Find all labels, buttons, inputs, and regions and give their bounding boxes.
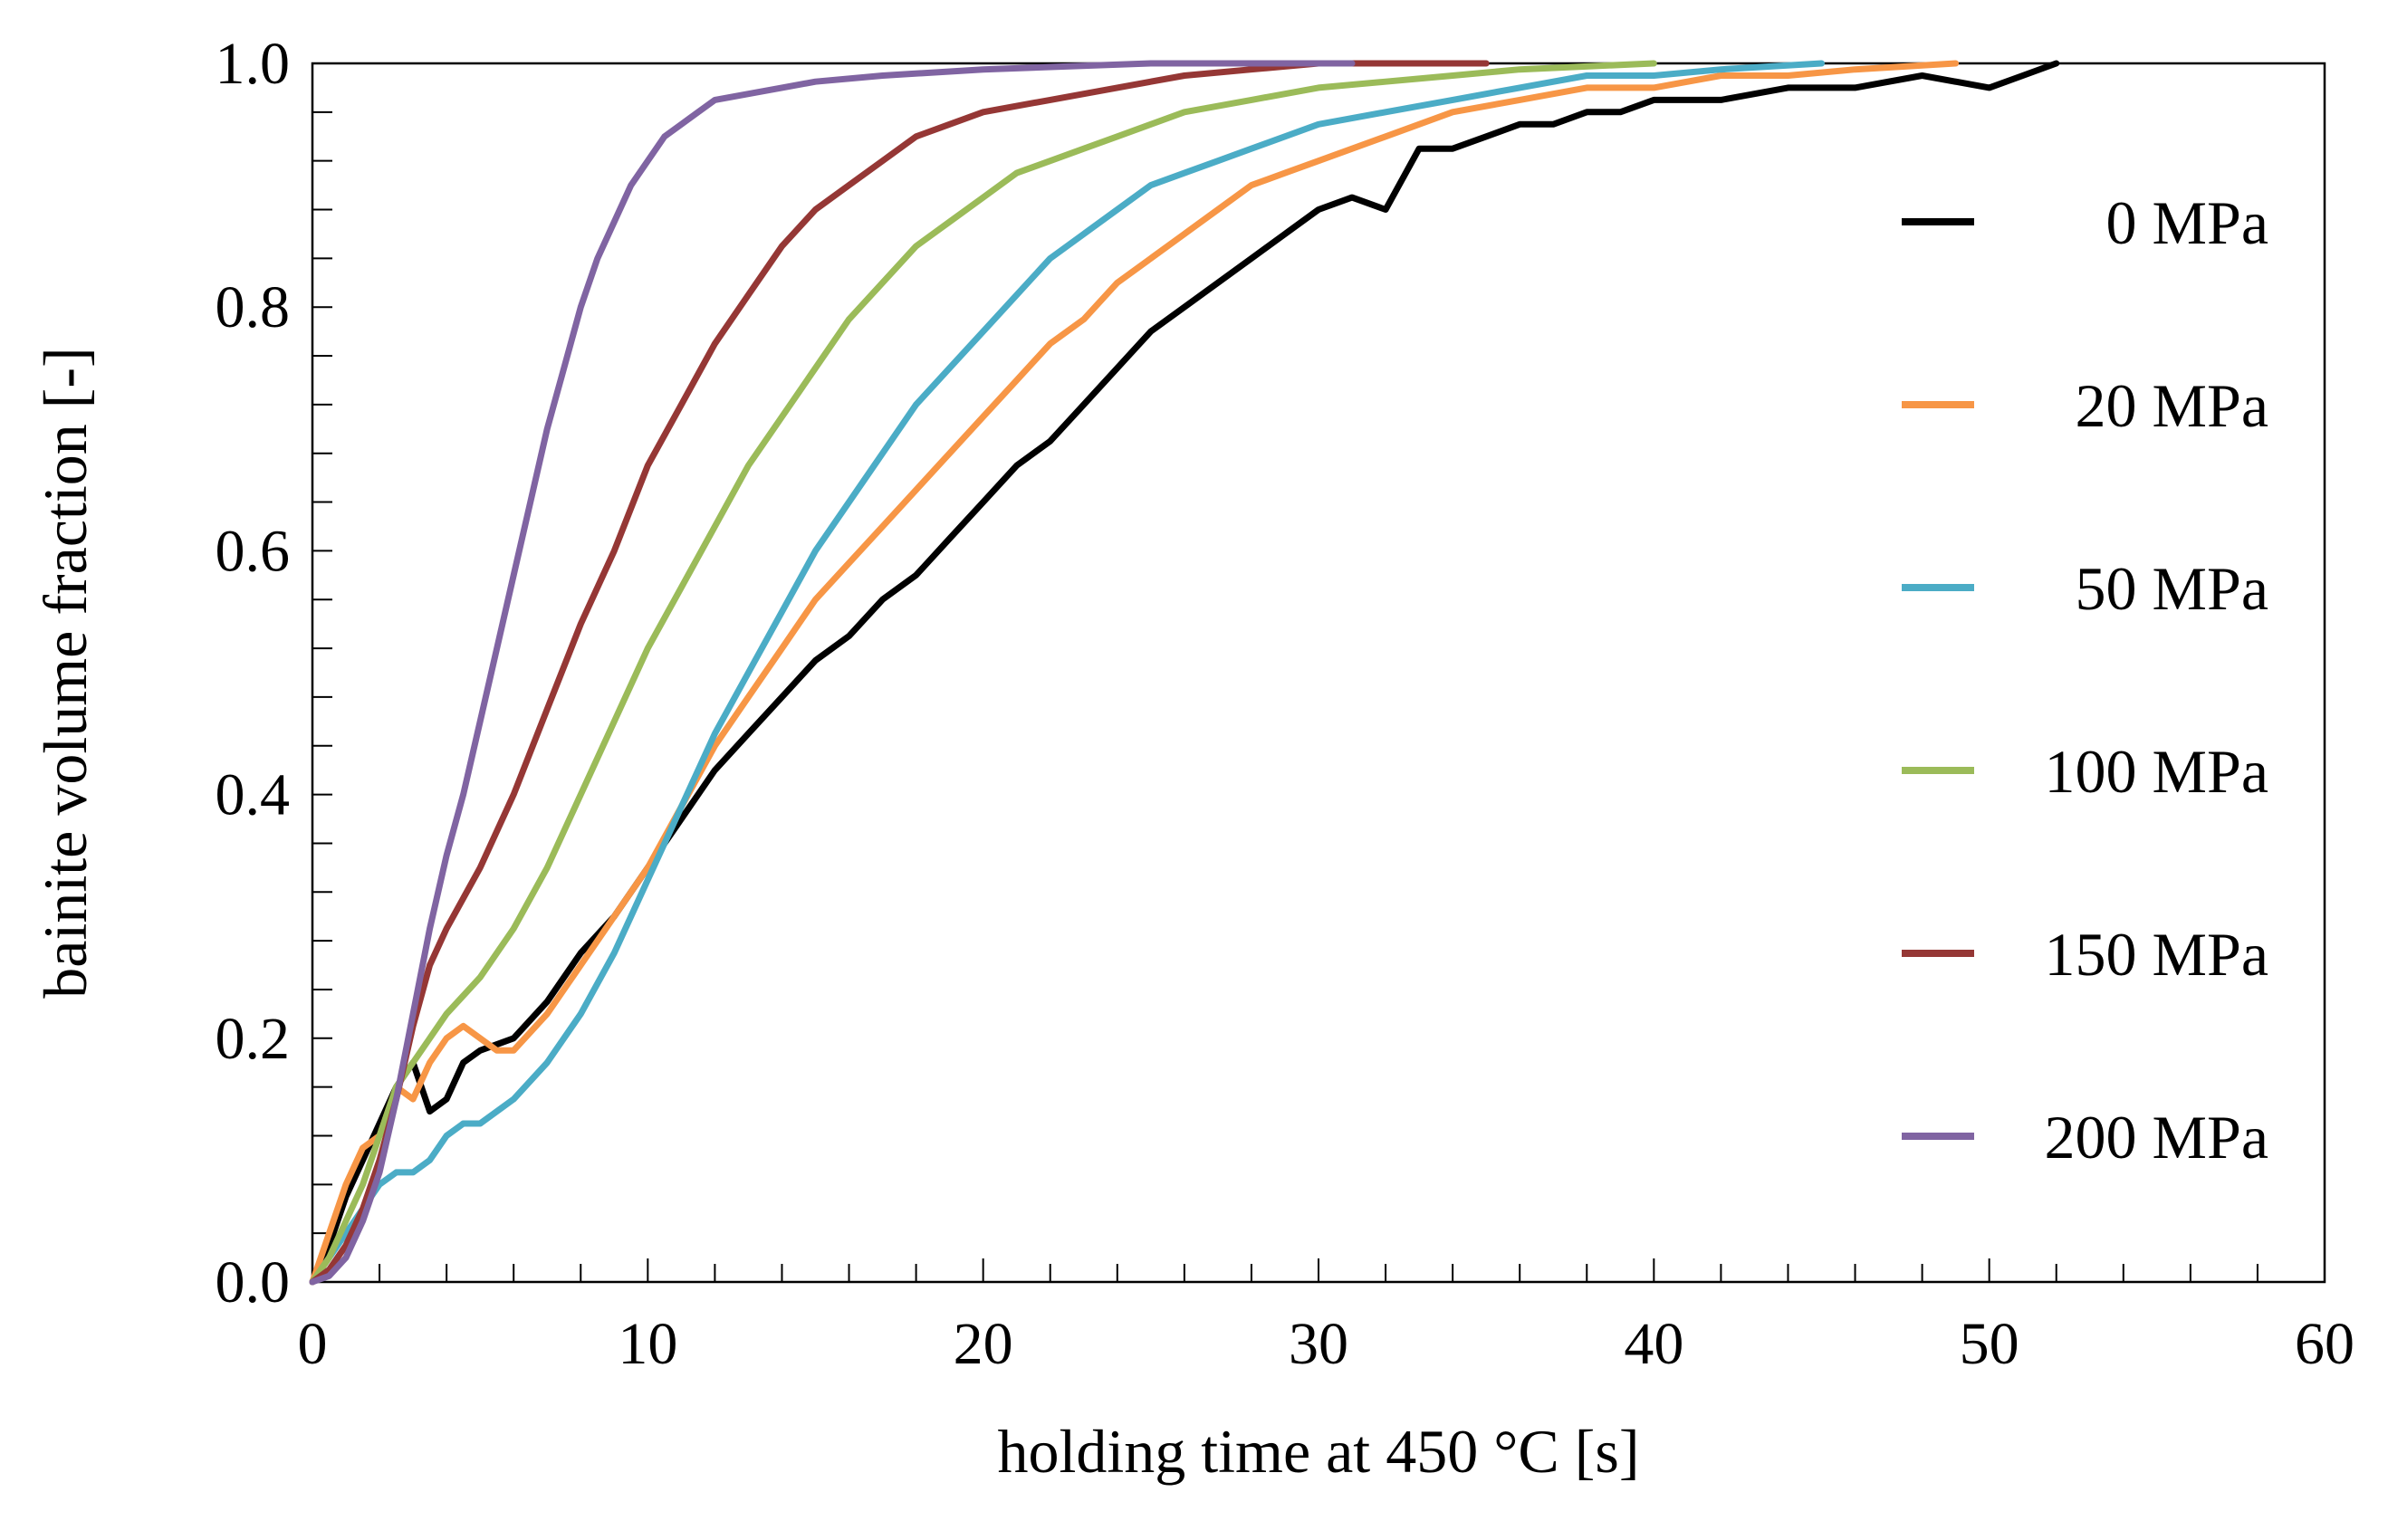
y-tick-label: 0.2: [216, 1006, 291, 1072]
series-line-50-mpa: [309, 60, 1825, 1286]
legend-label-150-mpa: 150 MPa: [2045, 920, 2268, 989]
series-line-200-mpa: [309, 60, 1356, 1286]
x-tick-label: 40: [1624, 1311, 1683, 1377]
y-tick-label: 0.0: [216, 1249, 291, 1315]
legend-label-200-mpa: 200 MPa: [2045, 1103, 2268, 1172]
legend-label-0-mpa: 0 MPa: [2106, 188, 2268, 257]
x-tick-label: 0: [298, 1311, 328, 1377]
x-axis-title: holding time at 450 °C [s]: [997, 1417, 1639, 1486]
y-tick-label: 0.6: [216, 518, 291, 584]
x-tick-label: 50: [1960, 1311, 2019, 1377]
y-tick-label: 0.8: [216, 274, 291, 340]
x-axis-tick-labels: 0 10 20 30 40 50 60: [298, 1311, 2355, 1377]
series-line-0-mpa: [309, 60, 2060, 1286]
legend-label-50-mpa: 50 MPa: [2076, 554, 2268, 623]
y-tick-label: 0.4: [216, 762, 291, 828]
minor-ticks: [312, 62, 2326, 1283]
x-tick-label: 30: [1289, 1311, 1348, 1377]
x-tick-label: 20: [954, 1311, 1013, 1377]
legend: 0 MPa 20 MPa 50 MPa 100 MPa 150 MPa 200 MPa: [1902, 188, 2268, 1172]
legend-label-20-mpa: 20 MPa: [2076, 371, 2268, 440]
series-line-100-mpa: [309, 60, 1657, 1286]
series-line-20-mpa: [309, 60, 1960, 1286]
x-tick-label: 60: [2295, 1311, 2354, 1377]
y-axis-tick-labels: 0.0 0.2 0.4 0.6 0.8 1.0: [216, 31, 291, 1315]
legend-label-100-mpa: 100 MPa: [2045, 737, 2268, 806]
series-lines: [309, 60, 2060, 1286]
y-tick-label: 1.0: [216, 31, 291, 97]
y-axis-title: bainite volume fraction [-]: [31, 347, 100, 998]
x-tick-label: 10: [618, 1311, 677, 1377]
